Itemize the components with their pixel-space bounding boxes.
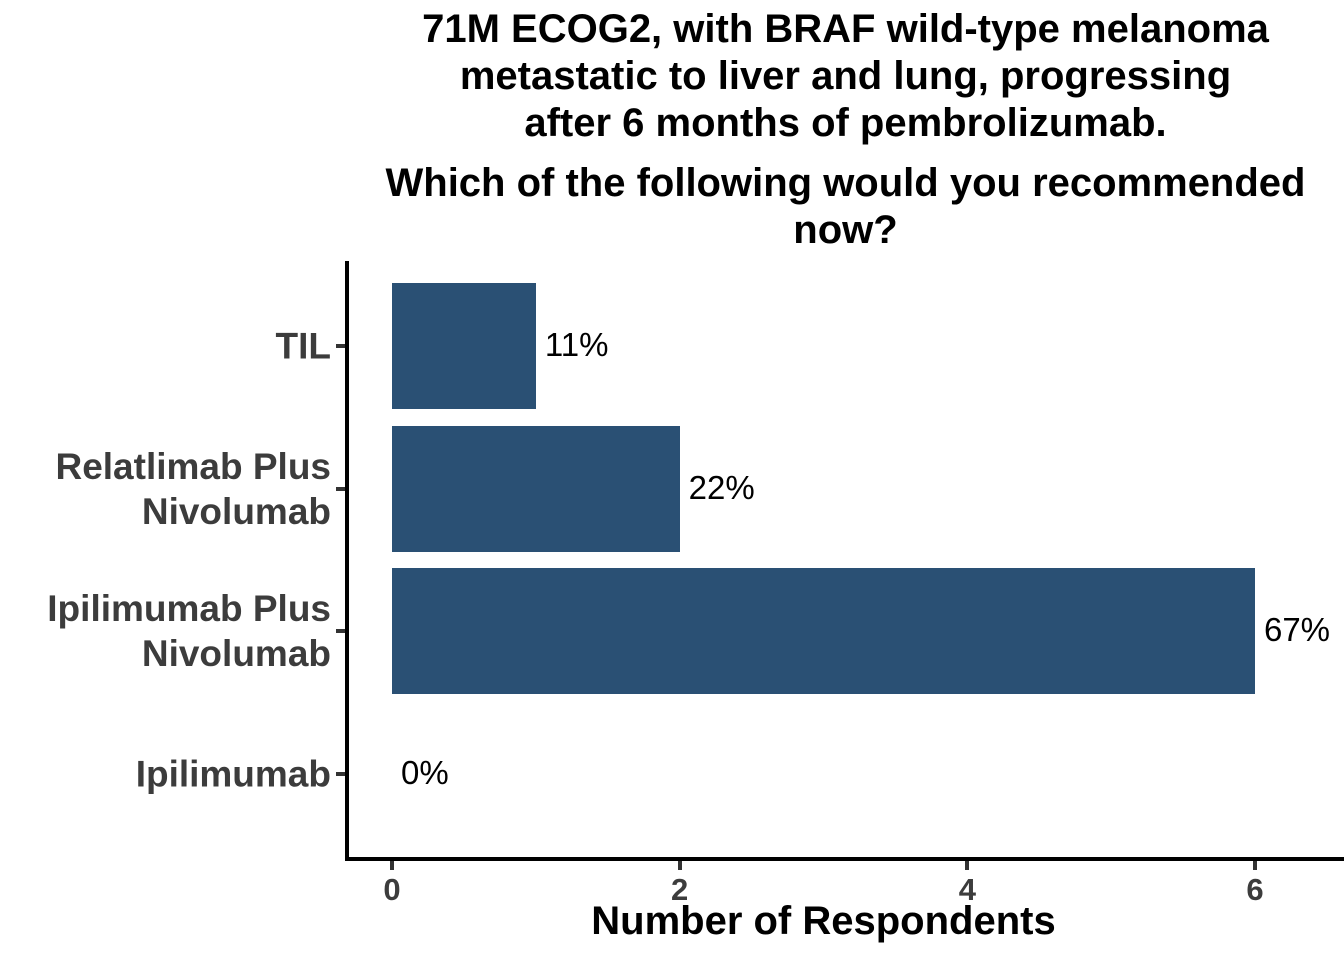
bar-value-label-3: 67% xyxy=(1263,611,1331,649)
x-axis-tick-label-4: 4 xyxy=(958,872,976,907)
bar-1 xyxy=(392,283,536,410)
x-axis-tick-6 xyxy=(1252,861,1257,870)
y-axis-tick-4 xyxy=(336,771,345,776)
y-axis-line xyxy=(345,261,349,861)
x-axis-tick-label-6: 6 xyxy=(1246,872,1264,907)
x-axis-title: Number of Respondents xyxy=(591,899,1056,943)
bar-value-label-4: 0% xyxy=(401,753,449,791)
y-axis-tick-2 xyxy=(336,486,345,491)
bar-value-label-2: 22% xyxy=(688,469,755,507)
x-axis-tick-4 xyxy=(965,861,970,870)
y-axis-label-3: Ipilimumab Plus Nivolumab xyxy=(47,588,331,675)
y-axis-label-4: Ipilimumab xyxy=(135,753,331,795)
x-axis-tick-label-2: 2 xyxy=(671,872,689,907)
chart-title: 71M ECOG2, with BRAF wild-type melanoma … xyxy=(422,7,1269,145)
bar-2 xyxy=(392,425,680,552)
y-axis-tick-3 xyxy=(336,629,345,634)
y-axis-label-2: Relatlimab Plus Nivolumab xyxy=(55,445,331,532)
y-axis-label-1: TIL xyxy=(275,325,331,367)
x-axis-tick-2 xyxy=(677,861,682,870)
y-axis-tick-1 xyxy=(336,344,345,349)
x-axis-line xyxy=(345,857,1344,861)
x-axis-tick-label-0: 0 xyxy=(383,872,401,907)
bar-value-label-1: 11% xyxy=(544,326,609,364)
bar-3 xyxy=(392,568,1255,695)
chart-title-block: 71M ECOG2, with BRAF wild-type melanoma … xyxy=(347,6,1344,254)
chart-subtitle: Which of the following would you recomme… xyxy=(385,161,1306,252)
x-axis-tick-0 xyxy=(390,861,394,870)
